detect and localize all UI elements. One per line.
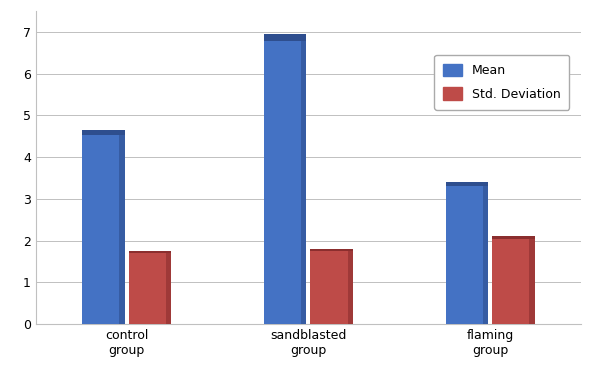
- Legend: Mean, Std. Deviation: Mean, Std. Deviation: [434, 55, 569, 110]
- Bar: [310, 249, 353, 251]
- Bar: [264, 34, 306, 41]
- Bar: [82, 130, 124, 324]
- Bar: [301, 34, 306, 324]
- Bar: [120, 130, 124, 324]
- Bar: [264, 34, 306, 324]
- Bar: [529, 236, 535, 324]
- Bar: [348, 249, 353, 324]
- Bar: [492, 236, 535, 238]
- Bar: [483, 182, 488, 324]
- Bar: [166, 251, 171, 324]
- Bar: [82, 130, 124, 135]
- Bar: [310, 249, 353, 324]
- Bar: [492, 236, 535, 324]
- Bar: [129, 251, 171, 253]
- Bar: [446, 182, 488, 324]
- Bar: [129, 251, 171, 324]
- Bar: [446, 182, 488, 186]
